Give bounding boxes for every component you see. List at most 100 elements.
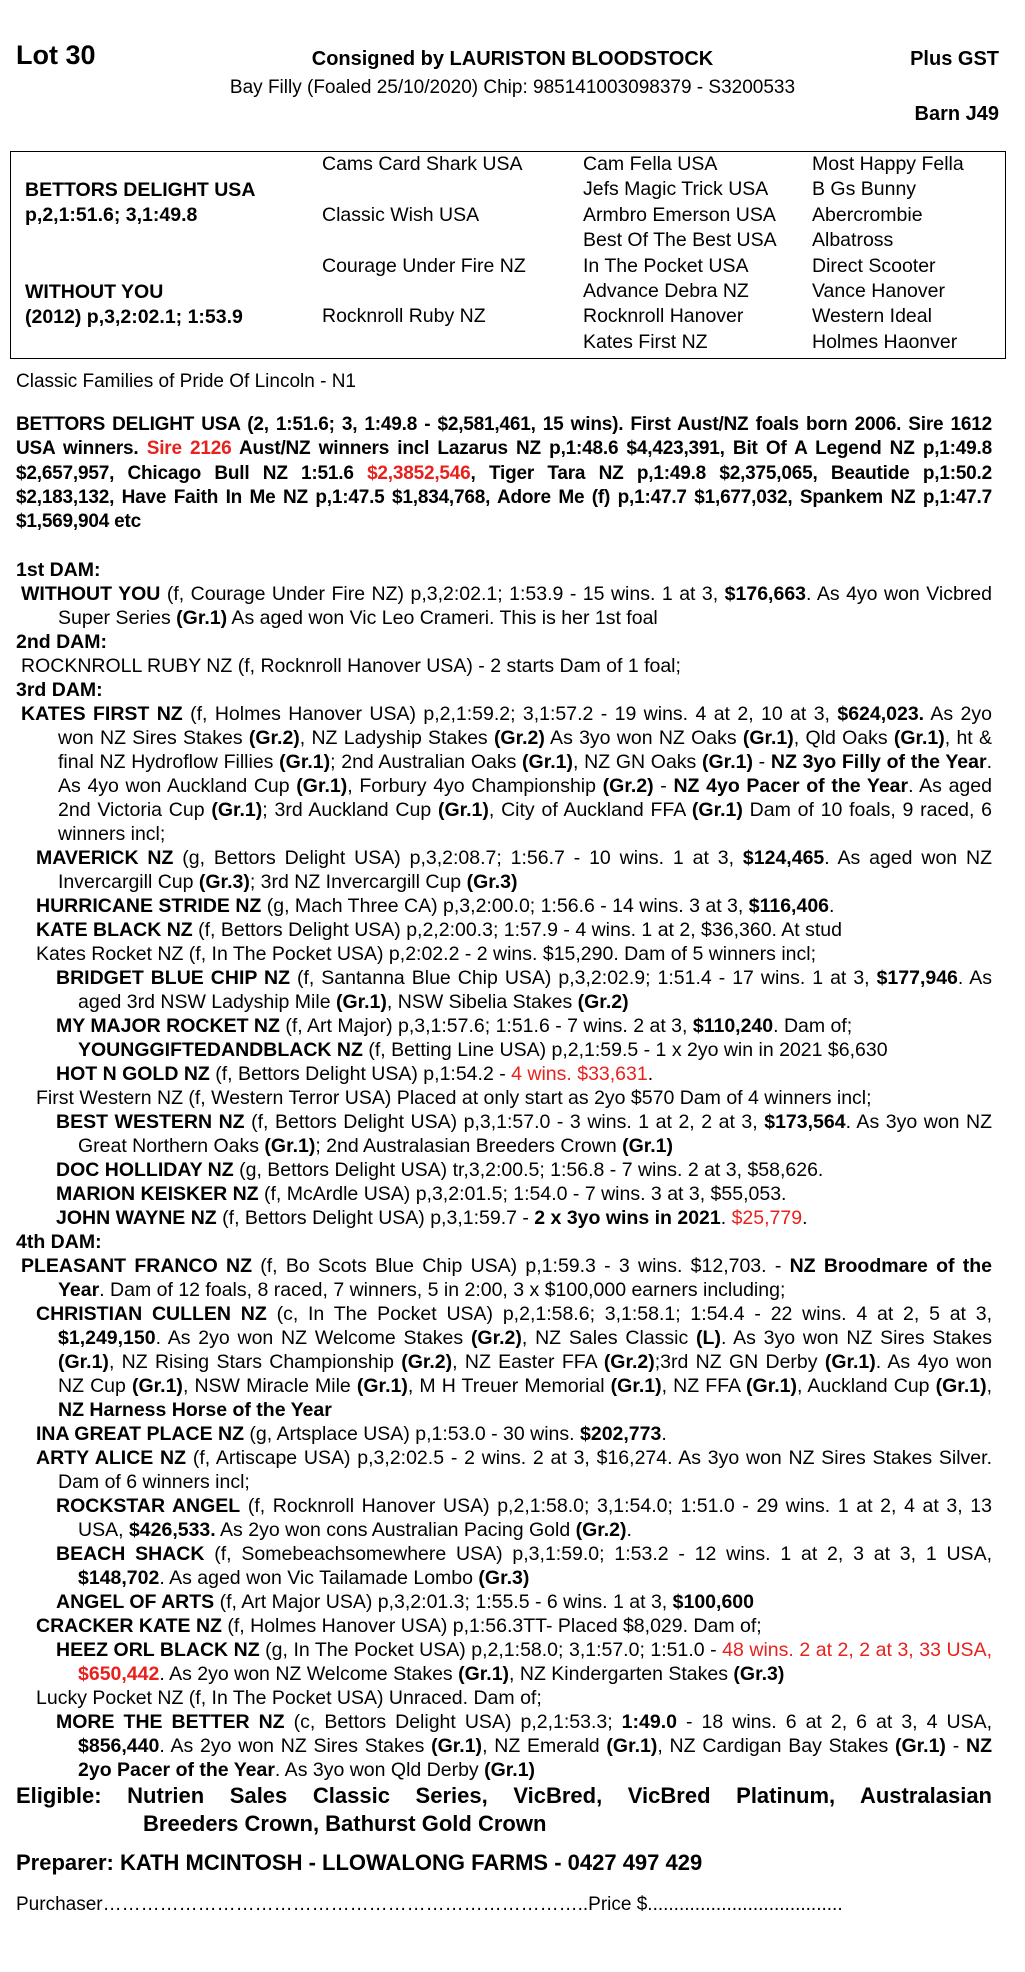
text-run: $624,023. [837, 703, 925, 726]
dam-heading: 1st DAM: [16, 559, 101, 582]
gst-note: Plus GST [910, 48, 999, 70]
dam-name: WITHOUT YOU [25, 281, 164, 303]
text-run: (Gr.1) [431, 1735, 483, 1758]
text-run: ; 2nd Australian Oaks [330, 751, 523, 774]
horse-name: BRIDGET BLUE CHIP NZ [56, 967, 290, 990]
text-run: As aged won Vic Leo Crameri. This is her… [227, 607, 658, 630]
text-run: (g, Artsplace USA) p,1:53.0 - 30 wins. [244, 1423, 580, 1446]
highlight-text: $650,442 [78, 1663, 160, 1686]
great-grandparent: Rocknroll Hanover [583, 305, 744, 328]
text-run: , NZ Rising Stars Championship [108, 1351, 402, 1374]
text-run: ;3rd NZ GN Derby [654, 1351, 825, 1374]
text-run: NZ 2yo Pacer of the Year [78, 1735, 992, 1782]
dam-record: (2012) p,3,2:02.1; 1:53.9 [25, 306, 243, 328]
lot-number: Lot 30 [16, 40, 96, 70]
text-run: (Gr.1) [935, 1375, 987, 1398]
dam-heading: 4th DAM: [16, 1231, 102, 1254]
dam-heading: 3rd DAM: [16, 679, 103, 702]
progeny-entry: WITHOUT YOU (f, Courage Under Fire NZ) p… [16, 582, 992, 630]
text-run: $1,249,150 [58, 1327, 156, 1350]
text-run: - 18 wins. 6 at 2, 6 at 3, 4 USA, [676, 1711, 993, 1734]
text-run: $173,564 [764, 1111, 846, 1134]
progeny-entry: DOC HOLLIDAY NZ (g, Bettors Delight USA)… [16, 1158, 992, 1182]
horse-name: HOT N GOLD NZ [56, 1063, 210, 1086]
text-run: ; 3rd Auckland Cup [262, 799, 438, 822]
horse-name: JOHN WAYNE NZ [56, 1207, 217, 1230]
highlight-text: $2,3852,546 [367, 462, 471, 484]
text-run: (Gr.2) [602, 775, 654, 798]
great-great-grandparent: B Gs Bunny [812, 178, 917, 201]
text-run: (Gr.1) [58, 1351, 109, 1374]
text-run: . As 4yo won Auckland Cup [58, 751, 992, 798]
text-run: (Gr.1) [746, 1375, 797, 1398]
progeny-entry: YOUNGGIFTEDANDBLACK NZ (f, Betting Line … [16, 1038, 992, 1062]
text-run: (Gr.3) [466, 871, 518, 894]
text-run: , NZ Easter FFA [452, 1351, 604, 1374]
horse-name: BEACH SHACK [56, 1543, 205, 1566]
progeny-entry: ROCKSTAR ANGEL (f, Rocknroll Hanover USA… [16, 1494, 992, 1542]
text-run: (c, Bettors Delight USA) p,2,1:53.3; [284, 1711, 622, 1734]
progeny-entry: HOT N GOLD NZ (f, Bettors Delight USA) p… [16, 1062, 992, 1086]
progeny-entry: INA GREAT PLACE NZ (g, Artsplace USA) p,… [16, 1422, 992, 1446]
text-run: . [647, 1063, 654, 1086]
text-run: (Gr.2) [401, 1351, 453, 1374]
text-run: (Gr.2) [575, 1519, 627, 1542]
text-run: Aust/NZ winners incl Lazarus NZ p,1:48.6… [16, 438, 992, 484]
text-run: $110,240 [692, 1015, 774, 1038]
horse-name: DOC HOLLIDAY NZ [56, 1159, 234, 1182]
text-run: NZ Broodmare of the Year [58, 1255, 992, 1302]
text-run: (f, Rocknroll Hanover USA) p,2,1:58.0; 3… [78, 1495, 992, 1542]
text-run: , NZ GN Oaks [572, 751, 703, 774]
progeny-entry: KATE BLACK NZ (f, Bettors Delight USA) p… [16, 918, 992, 942]
text-run: (f, Santanna Blue Chip USA) p,3,2:02.9; … [290, 967, 877, 990]
progeny-entry: HURRICANE STRIDE NZ (g, Mach Three CA) p… [16, 894, 992, 918]
eligibility: Eligible: Nutrien Sales Classic Series, … [16, 1782, 992, 1838]
family-line: Classic Families of Pride Of Lincoln - N… [16, 371, 356, 392]
progeny-entry: CRACKER KATE NZ (f, Holmes Hanover USA) … [16, 1614, 992, 1638]
horse-name: BEST WESTERN NZ [56, 1111, 245, 1134]
text-run: , NZ Sales Classic [521, 1327, 697, 1350]
text-run: (f, Betting Line USA) p,2,1:59.5 - 1 x 2… [362, 1039, 888, 1062]
text-run: . Dam of; [773, 1015, 853, 1038]
text-run: - [653, 775, 674, 798]
text-run: As 3yo won NZ Oaks [544, 727, 743, 750]
horse-name: YOUNGGIFTEDANDBLACK NZ [78, 1039, 363, 1062]
text-run: (Gr.1) [484, 1759, 536, 1782]
text-run: (f, Bo Scots Blue Chip USA) p,1:59.3 - 3… [252, 1255, 790, 1278]
text-run: . As 4yo won NZ Cup [58, 1351, 992, 1398]
text-run: , M H Treuer Memorial [407, 1375, 611, 1398]
text-run: (f, Somebeachsomewhere USA) p,3,1:59.0; … [204, 1543, 992, 1566]
progeny-entry: BRIDGET BLUE CHIP NZ (f, Santanna Blue C… [16, 966, 992, 1014]
text-run: (Gr.1) [296, 775, 348, 798]
text-run: Kates Rocket NZ (f, In The Pocket USA) p… [36, 943, 816, 966]
text-run: First Western NZ (f, Western Terror USA)… [36, 1087, 872, 1110]
text-run: (Gr.1) [132, 1375, 183, 1398]
horse-name: HURRICANE STRIDE NZ [36, 895, 262, 918]
text-run: $202,773 [580, 1423, 662, 1446]
progeny-entry: PLEASANT FRANCO NZ (f, Bo Scots Blue Chi… [16, 1254, 992, 1302]
horse-name: INA GREAT PLACE NZ [36, 1423, 244, 1446]
grandparent: Classic Wish USA [322, 203, 480, 226]
progeny-entry: KATES FIRST NZ (f, Holmes Hanover USA) p… [16, 702, 992, 846]
text-run: (Gr.1) [356, 1375, 408, 1398]
text-run: Lucky Pocket NZ (f, In The Pocket USA) U… [36, 1687, 542, 1710]
horse-name: HEEZ ORL BLACK NZ [56, 1639, 260, 1662]
text-run: (f, Art Major USA) p,3,2:01.3; 1:55.5 - … [214, 1591, 673, 1614]
horse-name: KATES FIRST NZ [21, 703, 183, 726]
text-run: (c, In The Pocket USA) p,2,1:58.6; 3,1:5… [266, 1303, 992, 1326]
horse-description: Bay Filly (Foaled 25/10/2020) Chip: 9851… [229, 77, 796, 98]
sire-summary: BETTORS DELIGHT USA (2, 1:51.6; 3, 1:49.… [16, 413, 992, 534]
progeny-entry: ROCKNROLL RUBY NZ (f, Rocknroll Hanover … [16, 654, 992, 678]
text-run: (Gr.1) [264, 1135, 316, 1158]
great-grandparent: Kates First NZ [583, 330, 708, 353]
great-great-grandparent: Most Happy Fella [812, 153, 964, 175]
consignor: Consigned by LAURISTON BLOODSTOCK [311, 48, 714, 70]
text-run: $177,946 [876, 967, 958, 990]
text-run: (f, Holmes Hanover USA) p,2,1:59.2; 3,1:… [182, 703, 838, 726]
text-run: (f, McArdle USA) p,3,2:01.5; 1:54.0 - 7 … [258, 1183, 787, 1206]
progeny-entry: ANGEL OF ARTS (f, Art Major USA) p,3,2:0… [16, 1590, 992, 1614]
text-run: . [626, 1519, 632, 1542]
grandparent: Courage Under Fire NZ [322, 254, 526, 277]
progeny-entry: First Western NZ (f, Western Terror USA)… [16, 1086, 992, 1110]
text-run: . [829, 895, 835, 918]
